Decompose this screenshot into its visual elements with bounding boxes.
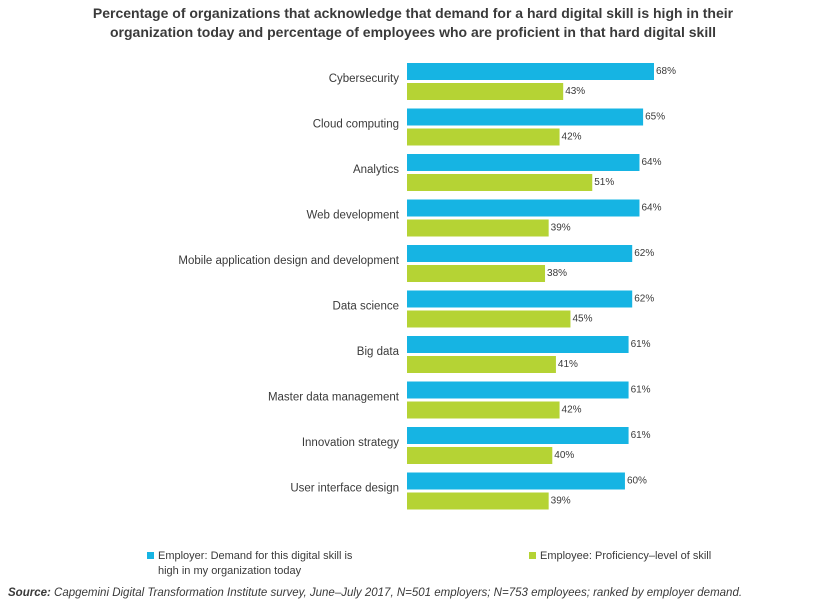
category-label: Master data management	[268, 392, 400, 404]
legend-employer-swatch	[147, 552, 154, 559]
legend-employer-line-1: Employer: Demand for this digital skill …	[158, 550, 353, 562]
legend-employee-label: Employee: Proficiency–level of skill	[540, 550, 712, 562]
employer-bar	[407, 63, 654, 80]
employer-bar	[407, 199, 640, 217]
chart-title-line-2: organization today and percentage of emp…	[110, 24, 716, 40]
employee-value-label: 38%	[547, 268, 567, 279]
employer-value-label: 60%	[627, 476, 647, 487]
employer-value-label: 65%	[645, 112, 665, 123]
employer-value-label: 64%	[641, 203, 661, 214]
category-label: Cloud computing	[313, 119, 399, 131]
employee-bar	[407, 310, 571, 328]
employer-bar	[407, 381, 629, 399]
employer-value-label: 62%	[634, 294, 654, 305]
employer-value-label: 62%	[634, 248, 654, 259]
legend-employer: Employer: Demand for this digital skill …	[147, 549, 458, 579]
employee-bar	[407, 356, 556, 373]
legend-employee: Employee: Proficiency–level of skill	[529, 549, 800, 564]
category-label: Cybersecurity	[329, 73, 400, 85]
category-label: Web development	[307, 210, 400, 222]
employee-value-label: 41%	[558, 359, 578, 370]
legend-employee-swatch	[529, 552, 536, 559]
employer-bar	[407, 154, 640, 171]
employer-value-label: 68%	[656, 66, 676, 77]
employee-value-label: 39%	[551, 223, 571, 234]
employer-value-label: 61%	[631, 339, 651, 350]
employee-value-label: 45%	[572, 314, 592, 325]
employee-bar	[407, 128, 560, 146]
bar-chart: Cybersecurity 68% 43% Cloud computing 65% 42%…	[178, 63, 676, 510]
employee-value-label: 51%	[594, 177, 614, 188]
employer-bar	[407, 108, 644, 126]
employer-value-label: 64%	[641, 157, 661, 168]
source-label: Source:	[8, 587, 51, 599]
employer-value-label: 61%	[631, 385, 651, 396]
employee-bar	[407, 219, 549, 237]
employee-bar	[407, 174, 593, 191]
chart-title: Percentage of organizations that acknowl…	[0, 4, 826, 42]
employee-value-label: 43%	[565, 86, 585, 97]
chart-title-line-1: Percentage of organizations that acknowl…	[92, 5, 734, 21]
employee-bar	[407, 492, 549, 510]
employee-bar	[407, 401, 560, 419]
employer-bar	[407, 290, 633, 308]
category-label: User interface design	[290, 483, 399, 495]
source-text: Capgemini Digital Transformation Institu…	[50, 587, 743, 599]
employer-bar	[407, 336, 629, 353]
employee-bar	[407, 265, 546, 282]
employer-bar	[407, 427, 629, 444]
employee-bar	[407, 447, 553, 464]
employee-value-label: 42%	[562, 132, 582, 143]
employer-bar	[407, 245, 633, 262]
employer-value-label: 61%	[631, 430, 651, 441]
category-label: Analytics	[353, 164, 399, 176]
employee-bar	[407, 83, 564, 100]
employee-value-label: 42%	[562, 405, 582, 416]
source-note: Source: Capgemini Digital Transformation…	[8, 587, 742, 599]
employer-bar	[407, 472, 625, 490]
category-label: Innovation strategy	[302, 437, 399, 449]
legend-employer-line-2: high in my organization today	[158, 565, 302, 577]
employee-value-label: 39%	[551, 496, 571, 507]
category-label: Data science	[333, 301, 399, 313]
category-label: Big data	[357, 346, 400, 358]
employee-value-label: 40%	[554, 450, 574, 461]
category-label: Mobile application design and developmen…	[178, 255, 399, 267]
